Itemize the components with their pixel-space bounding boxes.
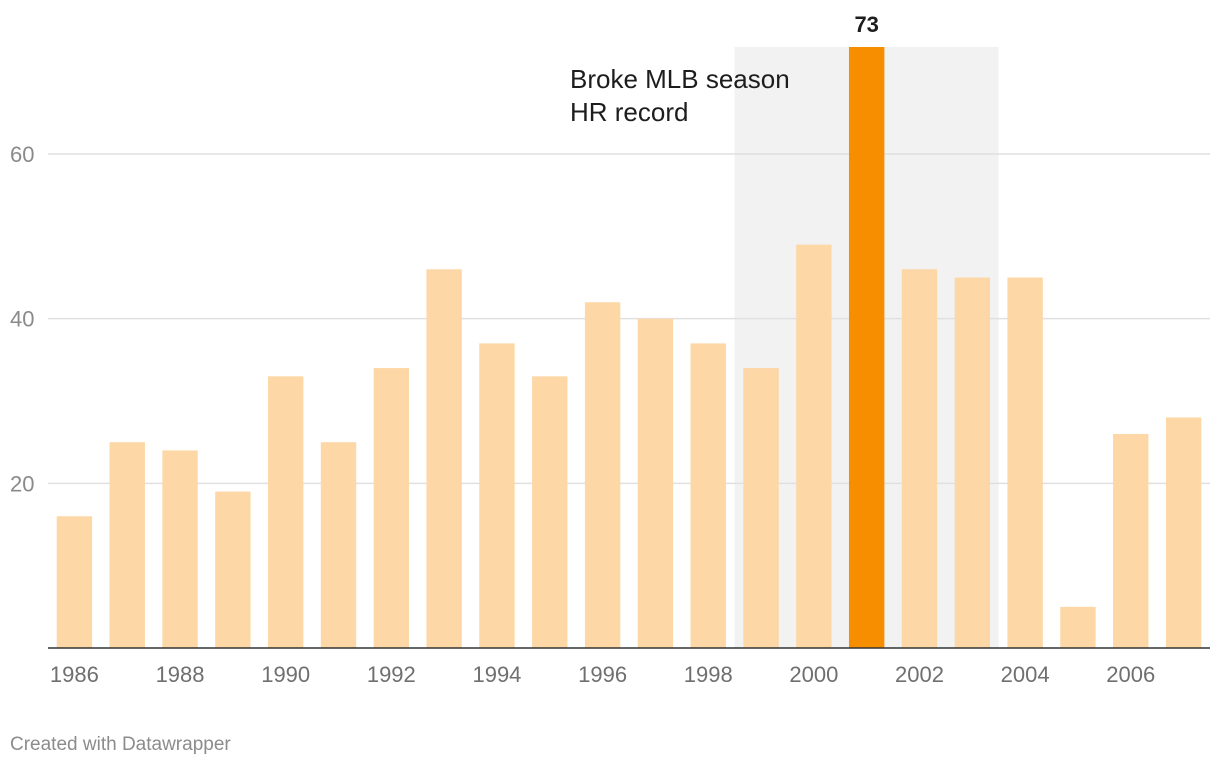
bar-2004: [1007, 277, 1043, 648]
x-tick-label-1988: 1988: [156, 662, 205, 687]
x-tick-label-2006: 2006: [1106, 662, 1155, 687]
bar-1993: [426, 269, 462, 648]
labels: Broke MLB season HR record 73: [570, 12, 879, 127]
y-tick-label-20: 20: [10, 471, 34, 496]
bar-1997: [637, 318, 674, 648]
bar-1989: [215, 491, 251, 648]
credit-footer: Created with Datawrapper: [10, 734, 231, 755]
bar-1991: [320, 442, 357, 648]
bar-2002: [901, 269, 938, 648]
bar-1999: [743, 368, 779, 648]
bar-2006: [1113, 433, 1149, 648]
bar-chart: 20 40 60 1986 1988 1990 1992 1994 1996 1998 2000 2…: [10, 12, 1210, 687]
bar-1986: [56, 516, 93, 648]
bar-1992: [373, 368, 410, 648]
x-axis: 1986 1988 1990 1992 1994 1996 1998 2000 2002 2004…: [48, 647, 1210, 687]
x-tick-label-2000: 2000: [789, 662, 838, 687]
annotation-line-2: HR record: [570, 97, 688, 127]
x-tick-label-1998: 1998: [684, 662, 733, 687]
y-tick-label-40: 40: [10, 307, 34, 332]
bar-1998: [690, 343, 726, 648]
bars: [56, 47, 1202, 648]
y-tick-label-60: 60: [10, 142, 34, 167]
bar-2001: [848, 47, 885, 648]
bar-1996: [584, 302, 621, 648]
annotation-line-1: Broke MLB season: [570, 64, 790, 94]
bar-2007: [1165, 417, 1202, 648]
x-tick-label-1986: 1986: [50, 662, 99, 687]
bar-1988: [162, 450, 198, 648]
bar-2005: [1060, 606, 1096, 648]
x-tick-label-1990: 1990: [261, 662, 310, 687]
bar-1987: [109, 442, 145, 648]
x-tick-label-1996: 1996: [578, 662, 627, 687]
value-label-2001: 73: [854, 12, 878, 37]
x-tick-label-1992: 1992: [367, 662, 416, 687]
bar-2000: [796, 244, 832, 648]
bar-1995: [532, 376, 568, 648]
x-tick-label-2004: 2004: [1001, 662, 1050, 687]
x-tick-label-2002: 2002: [895, 662, 944, 687]
x-tick-label-1994: 1994: [472, 662, 521, 687]
bar-1994: [479, 343, 515, 648]
bar-2003: [954, 277, 991, 648]
bar-1990: [267, 376, 304, 648]
